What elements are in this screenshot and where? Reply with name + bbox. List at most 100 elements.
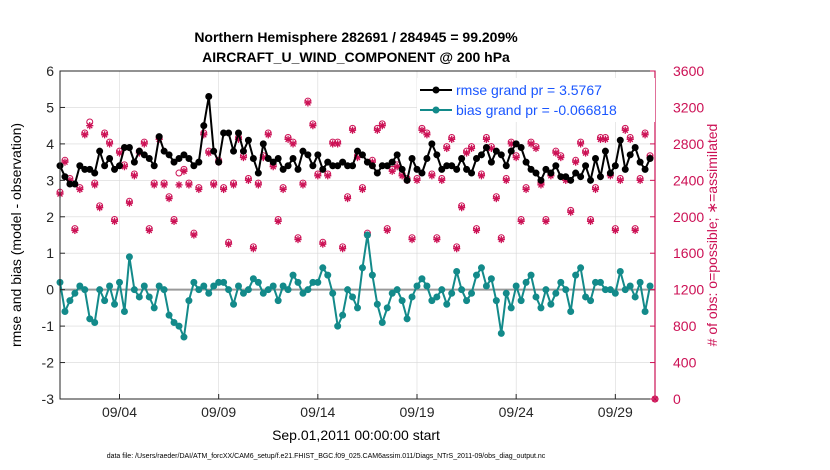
asterisk-stroke — [245, 177, 252, 184]
rmse-point — [463, 165, 471, 173]
obs-assimilated-marker — [76, 185, 84, 194]
obs-assimilated-marker — [586, 217, 595, 225]
obs-assimilated-marker — [105, 140, 114, 148]
asterisk-stroke — [602, 136, 609, 143]
bias-point — [180, 333, 188, 341]
asterisk-stroke — [409, 236, 416, 243]
obs-assimilated-marker — [309, 122, 317, 130]
asterisk-stroke — [493, 195, 500, 202]
asterisk-stroke — [230, 181, 237, 188]
bias-point — [582, 293, 590, 301]
bias-point — [175, 322, 183, 330]
asterisk-stroke — [597, 136, 604, 143]
legend-bias-marker — [432, 106, 440, 114]
bias-point — [502, 289, 510, 297]
bias-point — [160, 286, 168, 294]
asterisk-stroke — [285, 136, 292, 143]
asterisk-stroke — [418, 127, 425, 134]
asterisk-stroke — [483, 136, 490, 143]
obs-assimilated-marker — [378, 122, 386, 130]
rmse-point — [537, 176, 545, 184]
rmse-point — [150, 162, 158, 170]
obs-assimilated-marker — [467, 144, 476, 153]
rmse-point — [393, 151, 401, 159]
y-left-tick-label: 5 — [46, 99, 54, 115]
rmse-point — [522, 158, 530, 166]
asterisk-stroke — [265, 131, 272, 138]
bias-point — [165, 311, 173, 319]
rmse-point — [299, 147, 307, 155]
rmse-point — [155, 133, 163, 141]
rmse-point — [512, 140, 520, 148]
asterisk-stroke — [349, 127, 356, 134]
rmse-point — [269, 158, 277, 166]
obs-assimilated-marker — [517, 217, 525, 225]
rmse-point — [611, 162, 619, 170]
asterisk-stroke — [498, 236, 505, 243]
rmse-point — [428, 140, 436, 148]
rmse-point — [592, 154, 599, 162]
bias-point — [76, 282, 84, 290]
bias-point — [388, 289, 396, 297]
bias-point — [378, 318, 386, 326]
obs-assimilated-marker — [185, 181, 193, 189]
rmse-point — [388, 158, 396, 166]
asterisk-stroke — [637, 177, 644, 184]
rmse-point — [304, 151, 312, 159]
asterisk-stroke — [166, 195, 173, 202]
bias-point — [230, 300, 238, 308]
obs-assimilated-marker — [279, 185, 287, 194]
y-right-tick-label: 0 — [673, 391, 681, 407]
obs-assimilated-marker — [572, 158, 580, 166]
legend: rmse grand pr = 3.5767 bias grand pr = -… — [417, 78, 655, 122]
rmse-point — [621, 165, 629, 173]
bias-point — [473, 271, 480, 279]
rmse-point — [309, 162, 317, 170]
x-tick-label: 09/29 — [598, 404, 633, 420]
bias-point — [220, 278, 228, 286]
rmse-point — [354, 147, 361, 155]
bias-point — [567, 308, 575, 316]
bias-point — [106, 282, 114, 290]
asterisk-stroke — [453, 245, 460, 252]
x-axis: 09/04 09/09 09/14 09/19 09/24 09/29 — [102, 394, 633, 420]
obs-assimilated-marker — [224, 240, 233, 248]
obs-assimilated-marker — [343, 194, 352, 203]
y-right-tick-label: 1200 — [673, 282, 704, 298]
bias-point — [552, 289, 560, 297]
obs-assimilated-marker — [314, 172, 322, 180]
asterisk-stroke — [280, 186, 287, 193]
bias-point — [487, 275, 495, 283]
rmse-point — [358, 151, 366, 159]
obs-assimilated-marker — [497, 235, 505, 244]
rmse-point — [497, 151, 505, 159]
obs-assimilated-marker — [358, 185, 367, 194]
asterisk-stroke — [290, 140, 297, 147]
obs-assimilated-marker — [482, 135, 491, 143]
rmse-point — [249, 154, 257, 162]
bias-point — [398, 297, 406, 305]
rmse-point — [135, 147, 143, 155]
obs-assimilated-marker — [458, 204, 466, 212]
obs-assimilated-marker — [413, 176, 421, 184]
asterisk-stroke — [642, 131, 649, 138]
obs-assimilated-marker — [284, 135, 292, 143]
bias-point — [448, 289, 456, 297]
bias-point — [66, 297, 74, 305]
rmse-point — [284, 162, 292, 170]
obs-assimilated-marker — [472, 226, 481, 235]
y-right-tick-label: 3200 — [673, 99, 704, 115]
asterisk-stroke — [295, 236, 301, 243]
y-left-tick-label: -2 — [42, 355, 55, 371]
bias-point — [596, 278, 604, 286]
rmse-point — [482, 144, 490, 152]
bias-point — [408, 293, 416, 301]
bias-point — [497, 329, 505, 337]
asterisk-stroke — [552, 150, 559, 156]
obs-assimilated-marker — [616, 176, 624, 184]
bias-point — [413, 282, 421, 290]
obs-assimilated-marker — [190, 231, 198, 239]
y-right-tick-label: 2000 — [673, 209, 704, 225]
chart-title-line1: Northern Hemisphere 282691 / 284945 = 99… — [194, 29, 518, 45]
asterisk-stroke — [433, 236, 440, 243]
